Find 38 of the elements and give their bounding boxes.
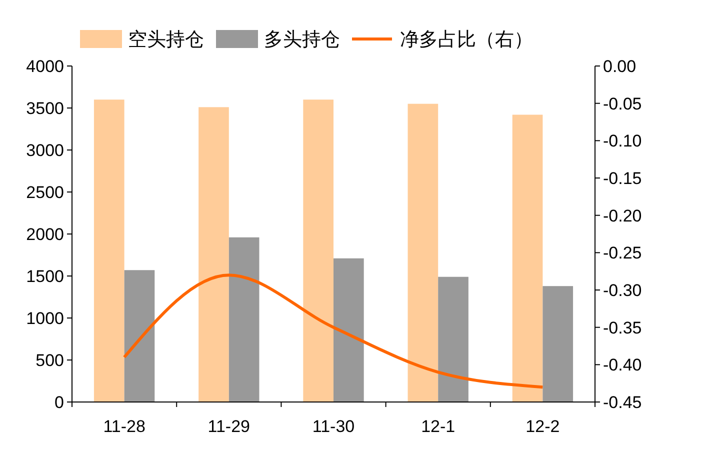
bar bbox=[334, 258, 364, 402]
x-tick-label: 11-30 bbox=[312, 417, 355, 436]
bar bbox=[542, 286, 574, 402]
line-series bbox=[122, 274, 544, 389]
bar bbox=[94, 100, 124, 402]
bar bbox=[438, 276, 468, 402]
y2-tick-label: -0.35 bbox=[603, 318, 642, 338]
y-tick-label: 1500 bbox=[26, 266, 64, 286]
y-tick-label: 500 bbox=[36, 350, 64, 370]
legend-label: 净多占比（右） bbox=[400, 30, 533, 51]
y-tick-label: 2500 bbox=[26, 182, 64, 202]
y2-tick-label: -0.05 bbox=[603, 94, 642, 114]
y-tick-label: 3500 bbox=[26, 98, 64, 118]
bar bbox=[198, 107, 229, 402]
bar bbox=[303, 100, 334, 402]
x-tick-label: 11-29 bbox=[208, 417, 250, 436]
bar bbox=[124, 270, 155, 402]
legend-label: 多头持仓 bbox=[264, 30, 340, 51]
y-tick-label: 4000 bbox=[26, 56, 64, 76]
bar bbox=[512, 114, 543, 402]
y-tick-label: 1000 bbox=[26, 308, 64, 328]
y2-tick-label: -0.30 bbox=[603, 280, 642, 300]
x-tick-label: 11-28 bbox=[103, 417, 146, 436]
y2-tick-label: -0.40 bbox=[603, 356, 642, 375]
y2-tick-label: -0.10 bbox=[603, 132, 642, 151]
y-tick-label: 0 bbox=[54, 392, 64, 412]
y-tick-label: 3000 bbox=[26, 140, 64, 160]
y-tick-label: 2000 bbox=[26, 224, 64, 244]
y2-tick-label: -0.25 bbox=[603, 244, 642, 263]
bar bbox=[228, 237, 260, 402]
x-tick-label: 12-1 bbox=[421, 417, 456, 436]
y2-tick-label: -0.45 bbox=[603, 392, 642, 412]
x-tick-label: 12-2 bbox=[526, 417, 560, 436]
bar bbox=[408, 104, 438, 402]
legend-label: 空头持仓 bbox=[128, 28, 204, 51]
y2-tick-label: 0.00 bbox=[603, 56, 636, 76]
y2-tick-label: -0.15 bbox=[603, 168, 642, 188]
y2-tick-label: -0.20 bbox=[603, 206, 642, 226]
